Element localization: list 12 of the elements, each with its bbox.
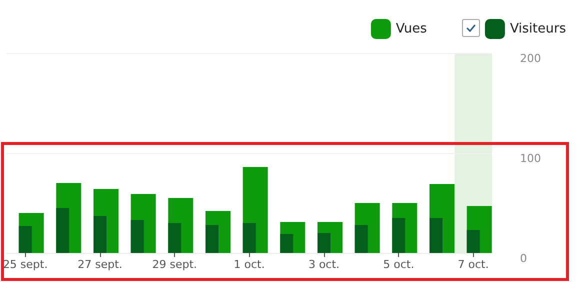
x-tick-label: 1 oct. bbox=[234, 258, 265, 271]
x-tick-label: 5 oct. bbox=[383, 258, 414, 271]
x-tick-label: 27 sept. bbox=[78, 258, 122, 271]
y-tick-label: 0 bbox=[520, 252, 527, 265]
y-tick-label: 200 bbox=[520, 52, 541, 65]
x-tick-label: 25 sept. bbox=[2, 258, 48, 271]
x-tick-label: 7 oct. bbox=[458, 258, 489, 271]
legend-label: Visiteurs bbox=[510, 22, 566, 36]
y-tick-label: 100 bbox=[520, 152, 541, 165]
legend-label: Vues bbox=[396, 22, 428, 36]
x-tick-label: 3 oct. bbox=[308, 258, 340, 271]
x-tick-label: 29 sept. bbox=[152, 258, 198, 271]
